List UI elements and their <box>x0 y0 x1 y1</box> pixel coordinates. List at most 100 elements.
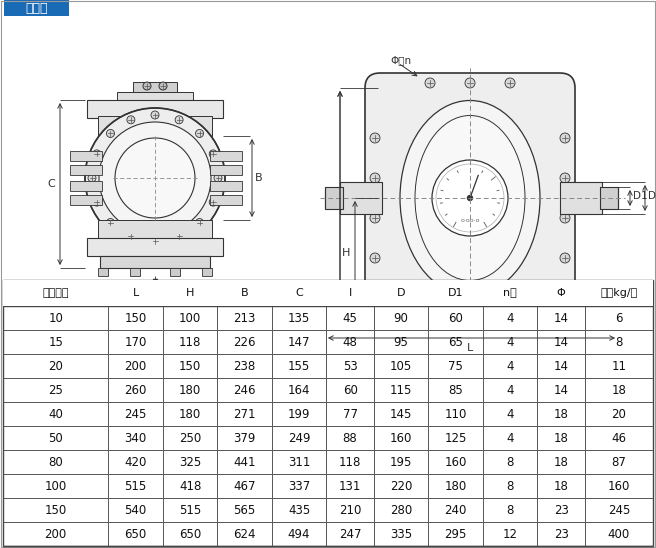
Bar <box>100 256 210 268</box>
Text: L: L <box>133 288 139 298</box>
Circle shape <box>99 122 211 234</box>
Text: 164: 164 <box>288 384 310 397</box>
Text: 245: 245 <box>125 408 147 420</box>
Text: 4: 4 <box>506 431 514 444</box>
Bar <box>3 280 653 546</box>
Text: 25: 25 <box>49 384 63 397</box>
Text: 170: 170 <box>125 335 147 349</box>
Text: 340: 340 <box>125 431 147 444</box>
Text: 210: 210 <box>339 504 361 517</box>
Text: 418: 418 <box>179 480 201 493</box>
Text: 48: 48 <box>342 335 358 349</box>
Text: 12: 12 <box>502 528 518 540</box>
Circle shape <box>465 78 475 88</box>
Circle shape <box>370 133 380 143</box>
Text: 60: 60 <box>448 311 463 324</box>
Text: 441: 441 <box>234 455 256 469</box>
Text: 199: 199 <box>288 408 310 420</box>
Text: o·oo·o: o·oo·o <box>461 218 480 222</box>
Text: 515: 515 <box>125 480 147 493</box>
Text: 325: 325 <box>179 455 201 469</box>
Text: 540: 540 <box>125 504 147 517</box>
Bar <box>133 82 177 92</box>
Circle shape <box>127 232 135 240</box>
Text: 220: 220 <box>390 480 413 493</box>
Text: 18: 18 <box>554 480 569 493</box>
Text: 14: 14 <box>554 311 569 324</box>
Text: 400: 400 <box>608 528 630 540</box>
Bar <box>3 280 653 306</box>
Bar <box>117 92 193 100</box>
Circle shape <box>560 253 570 263</box>
Text: 85: 85 <box>448 384 463 397</box>
Text: 245: 245 <box>607 504 630 517</box>
Text: 195: 195 <box>390 455 413 469</box>
Text: 145: 145 <box>390 408 413 420</box>
Text: 18: 18 <box>611 384 626 397</box>
Text: Φ: Φ <box>557 288 565 298</box>
Text: 118: 118 <box>339 455 361 469</box>
Text: 65: 65 <box>448 335 463 349</box>
Text: 150: 150 <box>125 311 147 324</box>
Text: 40: 40 <box>49 408 63 420</box>
Bar <box>130 268 140 276</box>
Circle shape <box>106 219 114 226</box>
Circle shape <box>560 213 570 223</box>
Text: C: C <box>47 179 55 189</box>
Text: 118: 118 <box>179 335 201 349</box>
Text: 80: 80 <box>49 455 63 469</box>
Text: 53: 53 <box>342 359 358 373</box>
Bar <box>325 187 343 209</box>
Bar <box>70 151 102 161</box>
Text: 18: 18 <box>554 455 569 469</box>
Text: 15: 15 <box>49 335 63 349</box>
Text: 226: 226 <box>234 335 256 349</box>
Circle shape <box>143 82 151 90</box>
Text: 247: 247 <box>339 528 361 540</box>
Text: H: H <box>342 248 350 258</box>
Text: D1: D1 <box>633 191 647 201</box>
Bar <box>170 268 180 276</box>
Text: D1: D1 <box>448 288 463 298</box>
Text: 18: 18 <box>554 408 569 420</box>
Text: 240: 240 <box>444 504 467 517</box>
Circle shape <box>106 129 114 138</box>
Text: 14: 14 <box>554 384 569 397</box>
Bar <box>210 181 242 191</box>
Text: 650: 650 <box>179 528 201 540</box>
Text: 650: 650 <box>125 528 147 540</box>
Circle shape <box>151 237 159 245</box>
Circle shape <box>85 108 225 248</box>
Text: 180: 180 <box>179 408 201 420</box>
Text: 271: 271 <box>234 408 256 420</box>
Text: 8: 8 <box>506 480 514 493</box>
Circle shape <box>425 78 435 88</box>
Text: 87: 87 <box>611 455 626 469</box>
Circle shape <box>209 198 217 206</box>
Bar <box>210 165 242 175</box>
Bar <box>98 116 212 136</box>
Text: 4: 4 <box>506 335 514 349</box>
Text: 8: 8 <box>506 455 514 469</box>
Circle shape <box>505 78 515 88</box>
Text: 200: 200 <box>45 528 67 540</box>
Text: 4: 4 <box>506 359 514 373</box>
Text: 20: 20 <box>49 359 63 373</box>
Circle shape <box>195 219 203 226</box>
Bar <box>70 181 102 191</box>
Text: 11: 11 <box>611 359 626 373</box>
Text: 77: 77 <box>342 408 358 420</box>
Bar <box>4 0 69 16</box>
Circle shape <box>127 116 135 124</box>
Text: 160: 160 <box>444 455 467 469</box>
Text: 238: 238 <box>234 359 256 373</box>
Text: 重量kg/台: 重量kg/台 <box>600 288 638 298</box>
Bar <box>210 195 242 205</box>
Text: 467: 467 <box>234 480 256 493</box>
Text: B: B <box>255 173 262 183</box>
Text: 249: 249 <box>288 431 310 444</box>
Text: 10: 10 <box>49 311 63 324</box>
Text: 110: 110 <box>444 408 467 420</box>
Circle shape <box>159 82 167 90</box>
Bar <box>560 182 602 214</box>
